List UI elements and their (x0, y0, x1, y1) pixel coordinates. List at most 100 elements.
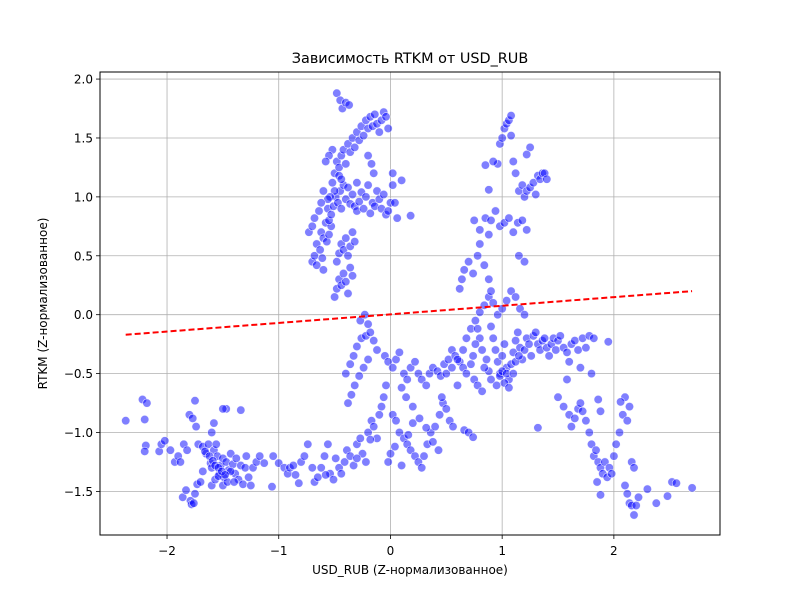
data-point (366, 435, 374, 443)
data-point (518, 216, 526, 224)
data-point (371, 110, 379, 118)
data-point (391, 199, 399, 207)
data-point (520, 258, 528, 266)
data-point (327, 210, 335, 218)
data-point (337, 205, 345, 213)
data-point (362, 458, 370, 466)
data-point (176, 458, 184, 466)
data-point (373, 346, 381, 354)
data-point (502, 296, 510, 304)
data-point (453, 381, 461, 389)
data-point (295, 479, 303, 487)
data-point (247, 481, 255, 489)
data-point (563, 375, 571, 383)
data-point (527, 352, 535, 360)
data-point (478, 387, 486, 395)
data-point (590, 334, 598, 342)
data-point (460, 266, 468, 274)
data-point (464, 258, 472, 266)
data-point (453, 355, 461, 363)
data-point (610, 452, 618, 460)
data-point (507, 131, 515, 139)
data-point (359, 364, 367, 372)
data-point (418, 464, 426, 472)
data-point (190, 499, 198, 507)
data-point (348, 228, 356, 236)
data-point (356, 434, 364, 442)
data-point (563, 348, 571, 356)
data-point (485, 186, 493, 194)
data-point (585, 428, 593, 436)
data-point (315, 207, 323, 215)
y-tick-label: −1.0 (64, 426, 93, 440)
data-point (567, 422, 575, 430)
data-point (431, 422, 439, 430)
data-point (422, 424, 430, 432)
data-point (409, 402, 417, 410)
data-point (397, 176, 405, 184)
data-point (476, 240, 484, 248)
data-point (571, 336, 579, 344)
y-tick-label: −0.5 (64, 367, 93, 381)
x-tick-label: −2 (158, 544, 176, 558)
data-point (348, 272, 356, 280)
data-point (384, 124, 392, 132)
data-point (268, 483, 276, 491)
data-point (402, 393, 410, 401)
data-point (304, 440, 312, 448)
data-point (509, 228, 517, 236)
data-point (498, 352, 506, 360)
data-point (505, 384, 513, 392)
data-point (141, 415, 149, 423)
data-point (403, 375, 411, 383)
data-point (342, 369, 350, 377)
data-point (420, 452, 428, 460)
data-point (221, 471, 229, 479)
data-point (485, 275, 493, 283)
data-point (556, 332, 564, 340)
data-point (594, 395, 602, 403)
y-tick-label: −1.5 (64, 485, 93, 499)
data-point (395, 348, 403, 356)
data-point (241, 464, 249, 472)
x-tick-label: −1 (270, 544, 288, 558)
data-point (191, 490, 199, 498)
data-point (514, 328, 522, 336)
data-point (505, 214, 513, 222)
data-point (239, 480, 247, 488)
data-point (364, 181, 372, 189)
data-point (389, 181, 397, 189)
data-point (623, 490, 631, 498)
data-point (489, 334, 497, 342)
data-point (317, 199, 325, 207)
data-point (324, 440, 332, 448)
data-point (345, 101, 353, 109)
data-point (370, 422, 378, 430)
data-point (333, 258, 341, 266)
data-point (289, 461, 297, 469)
data-point (291, 471, 299, 479)
x-tick-label: 1 (498, 544, 506, 558)
data-point (382, 381, 390, 389)
y-tick-label: 2.0 (74, 73, 93, 87)
data-point (459, 346, 467, 354)
data-point (473, 252, 481, 260)
data-point (616, 398, 624, 406)
data-point (367, 160, 375, 168)
data-point (571, 414, 579, 422)
data-point (576, 399, 584, 407)
data-point (391, 442, 399, 450)
data-point (122, 417, 130, 425)
data-point (543, 175, 551, 183)
data-point (166, 446, 174, 454)
data-point (498, 134, 506, 142)
data-point (346, 263, 354, 271)
x-tick-label: 0 (387, 544, 395, 558)
data-point (364, 355, 372, 363)
data-point (353, 179, 361, 187)
data-point (449, 422, 457, 430)
data-point (347, 391, 355, 399)
data-point (545, 352, 553, 360)
data-point (191, 397, 199, 405)
